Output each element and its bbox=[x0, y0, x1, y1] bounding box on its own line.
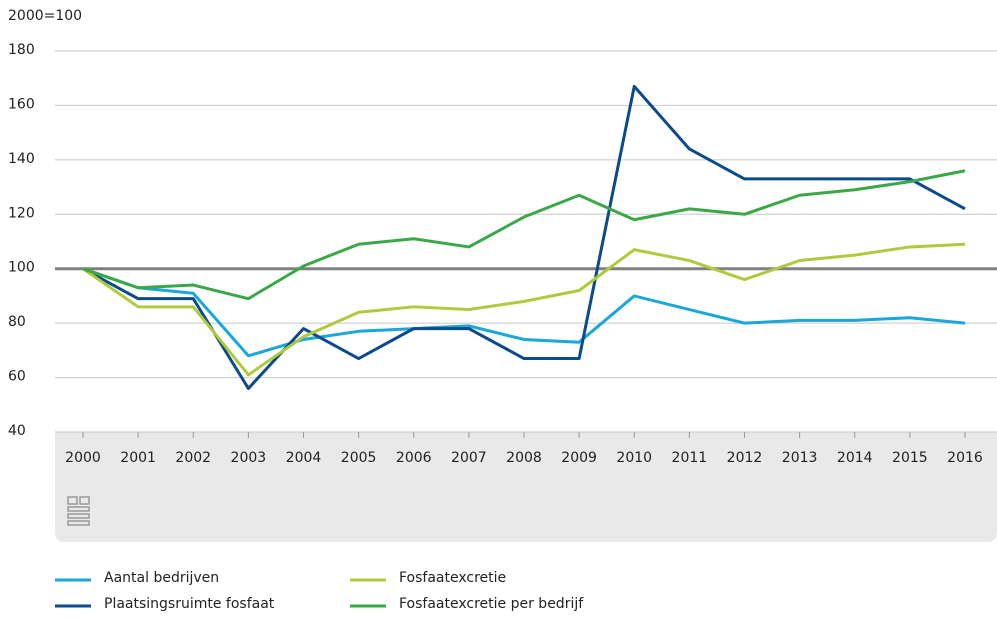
legend-label: Aantal bedrijven bbox=[104, 570, 219, 586]
y-tick-label: 40 bbox=[8, 423, 26, 439]
x-tick-label: 2016 bbox=[947, 450, 983, 466]
x-tick-label: 2002 bbox=[175, 450, 211, 466]
legend-label: Fosfaatexcretie bbox=[399, 570, 506, 586]
x-tick-label: 2009 bbox=[561, 450, 597, 466]
x-tick-label: 2008 bbox=[506, 450, 542, 466]
x-tick-label: 2001 bbox=[120, 450, 156, 466]
x-tick-label: 2000 bbox=[65, 450, 101, 466]
y-tick-label: 100 bbox=[8, 260, 35, 276]
x-tick-label: 2004 bbox=[286, 450, 322, 466]
x-tick-label: 2011 bbox=[672, 450, 708, 466]
axis-band bbox=[55, 432, 997, 542]
y-tick-label: 120 bbox=[8, 205, 35, 221]
x-tick-label: 2015 bbox=[892, 450, 928, 466]
series-line bbox=[82, 169, 966, 301]
x-tick-label: 2003 bbox=[231, 450, 267, 466]
logo bbox=[67, 496, 90, 526]
y-tick-label: 80 bbox=[8, 314, 26, 330]
series-line bbox=[82, 84, 966, 390]
y-axis-label: 2000=100 bbox=[8, 8, 82, 24]
x-tick-label: 2006 bbox=[396, 450, 432, 466]
x-tick-label: 2007 bbox=[451, 450, 487, 466]
series-line bbox=[82, 267, 966, 358]
legend-label: Fosfaatexcretie per bedrijf bbox=[399, 596, 584, 612]
legend-label: Plaatsingsruimte fosfaat bbox=[104, 596, 275, 612]
y-tick-label: 140 bbox=[8, 151, 35, 167]
series-line bbox=[82, 242, 966, 377]
x-tick-label: 2010 bbox=[616, 450, 652, 466]
y-tick-label: 180 bbox=[8, 42, 35, 58]
x-tick-label: 2012 bbox=[727, 450, 763, 466]
y-tick-label: 160 bbox=[8, 96, 35, 112]
x-tick-label: 2005 bbox=[341, 450, 377, 466]
x-tick-label: 2014 bbox=[837, 450, 873, 466]
x-tick-label: 2013 bbox=[782, 450, 818, 466]
y-tick-label: 60 bbox=[8, 369, 26, 385]
